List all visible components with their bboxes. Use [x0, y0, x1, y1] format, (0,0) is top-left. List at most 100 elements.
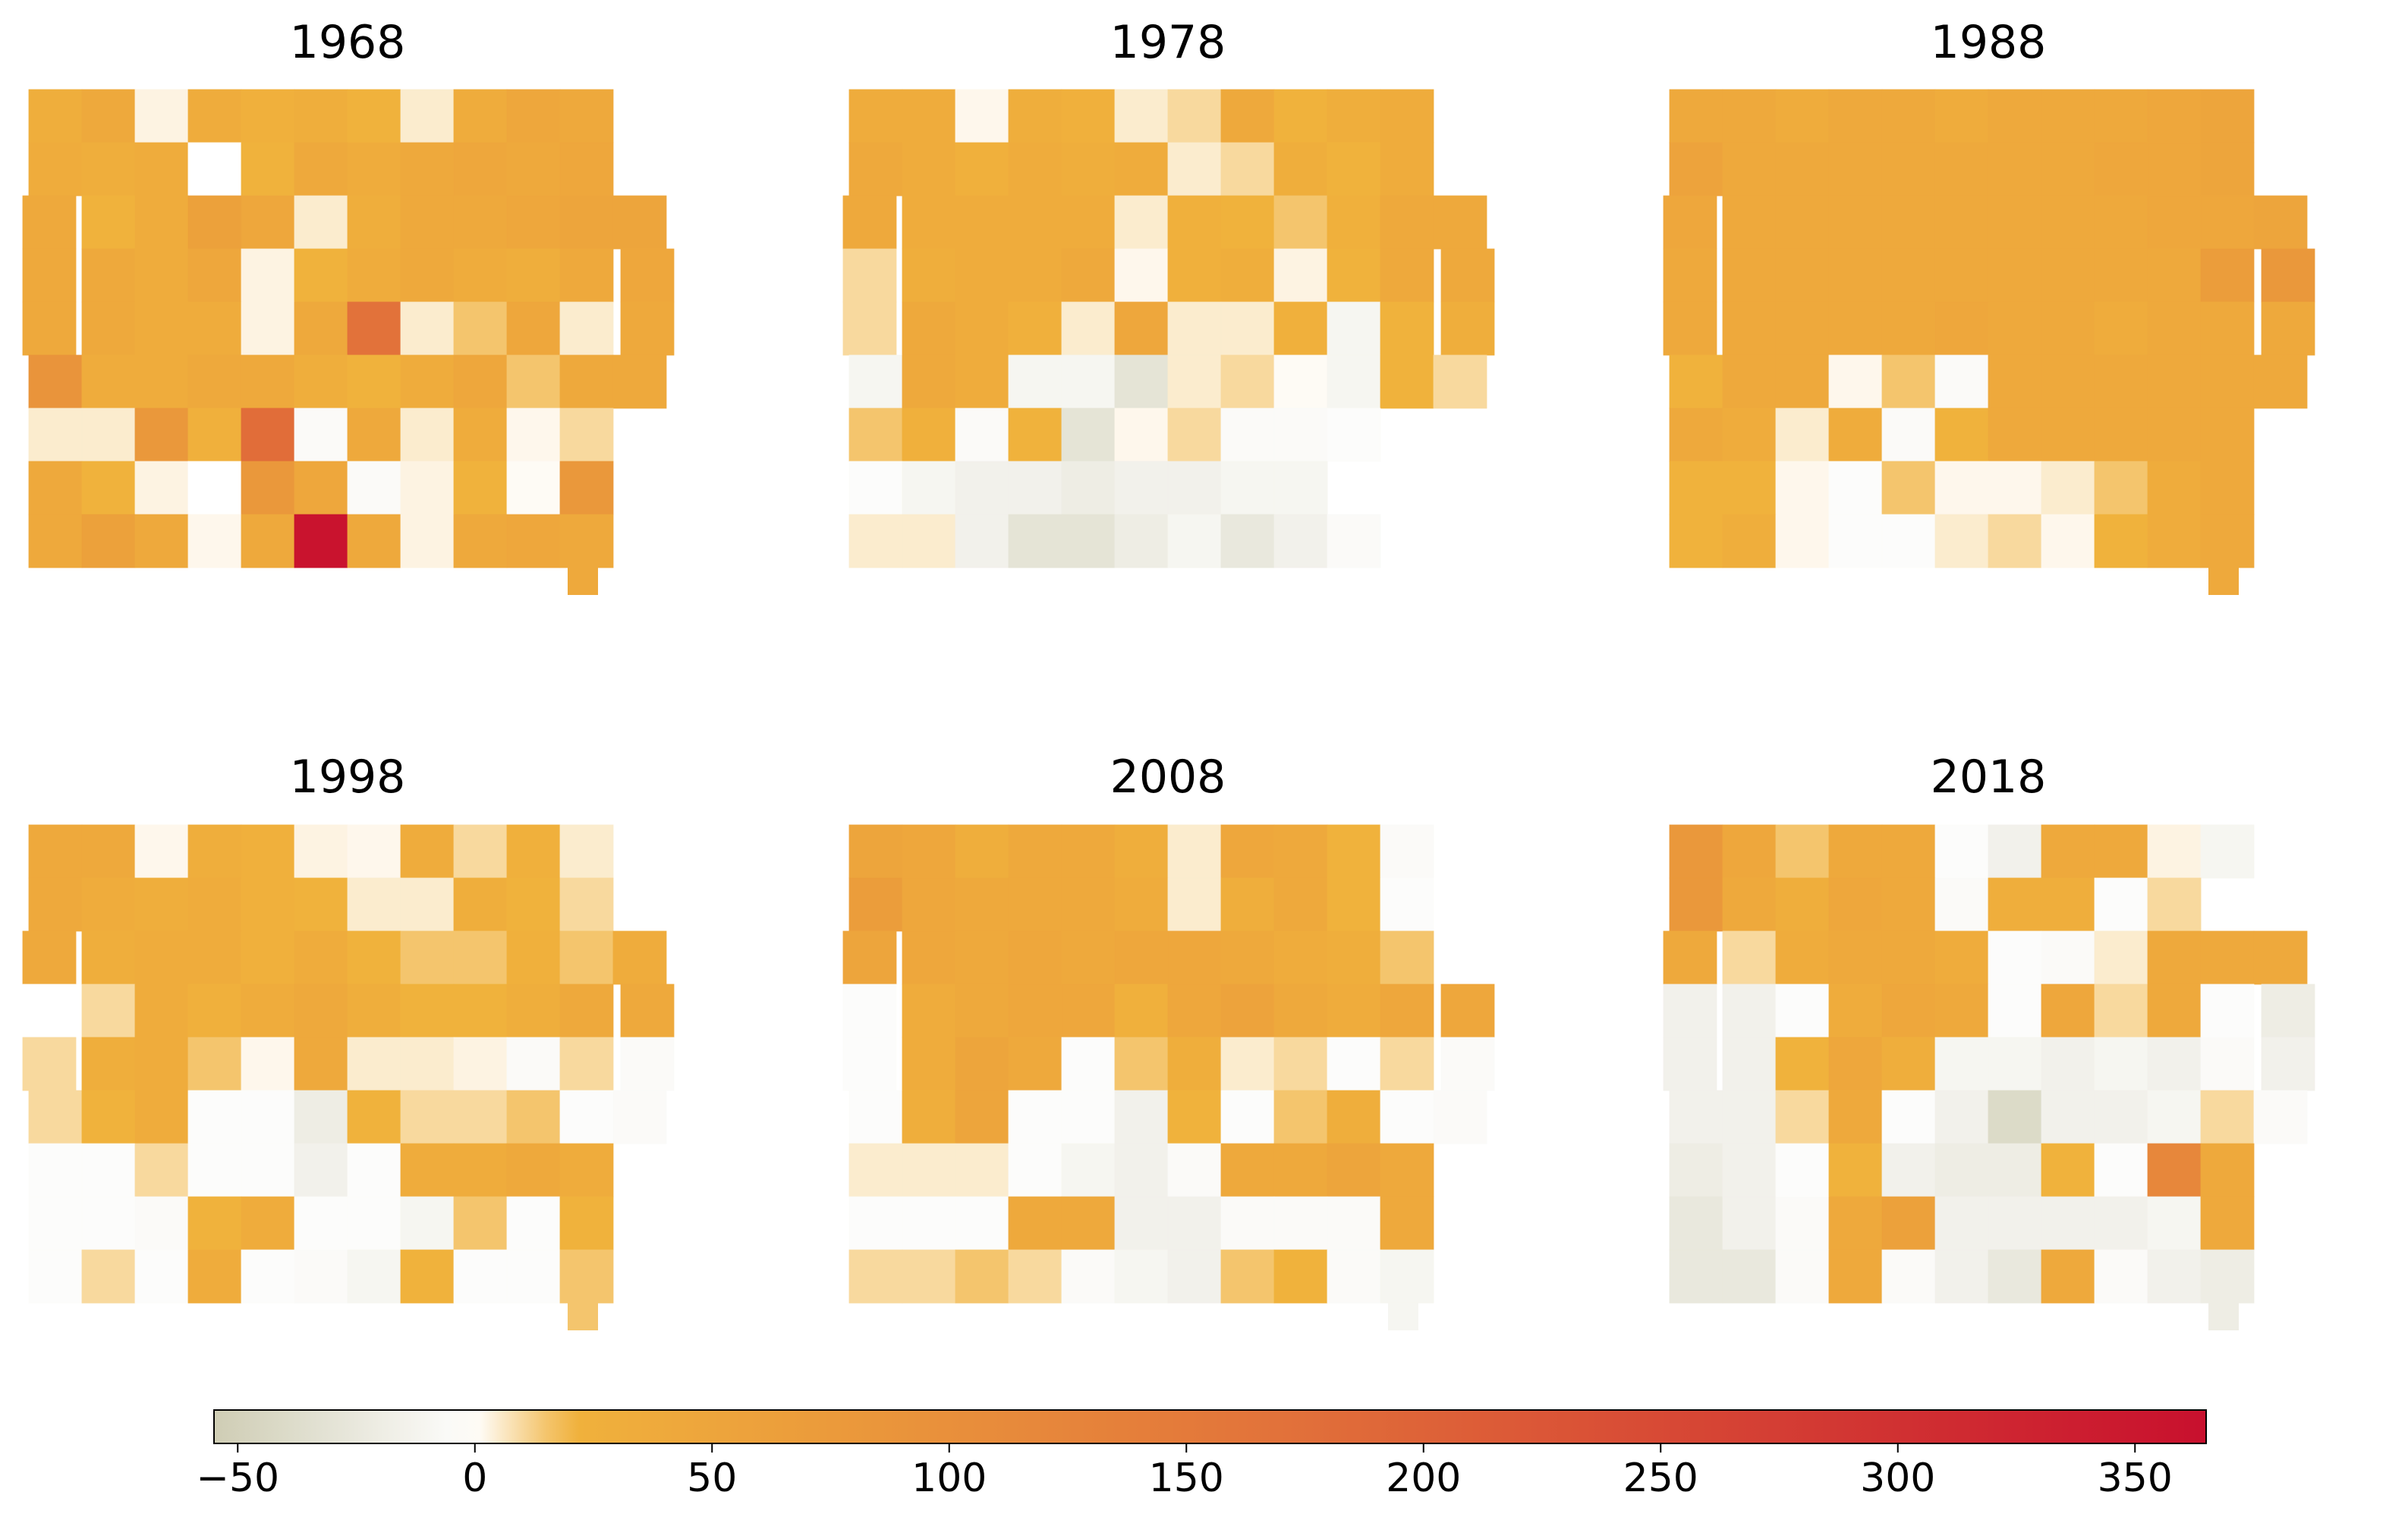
- county-cell: [187, 354, 242, 409]
- county-cell: [453, 1037, 508, 1091]
- county-cell: [1114, 514, 1169, 568]
- county-cell: [1828, 824, 1883, 879]
- county-cell: [28, 824, 83, 879]
- county-cell: [294, 301, 348, 356]
- county-cell: [347, 408, 401, 462]
- county-cell: [1008, 461, 1062, 515]
- county-cell: [1380, 301, 1434, 356]
- county-cell: [81, 142, 136, 197]
- county-cell: [1008, 1143, 1062, 1198]
- county-cell: [2094, 354, 2148, 409]
- county-cell: [400, 984, 455, 1038]
- county-cell: [2200, 354, 2255, 409]
- panel-title: 2008: [1110, 751, 1226, 804]
- county-cell: [2200, 461, 2255, 515]
- county-cell: [134, 461, 189, 515]
- county-cell: [902, 1037, 956, 1091]
- county-cell: [400, 1143, 455, 1198]
- county-cell: [1114, 408, 1169, 462]
- county-cell: [1669, 824, 1723, 879]
- county-cell: [2094, 461, 2148, 515]
- county-cell: [506, 1090, 561, 1144]
- county-cell: [2208, 1303, 2239, 1330]
- county-cell: [81, 195, 136, 250]
- county-cell: [2094, 1196, 2148, 1251]
- county-cell: [1881, 877, 1936, 932]
- county-cell: [1433, 195, 1487, 250]
- county-cell: [506, 930, 561, 985]
- county-cell: [1775, 930, 1830, 985]
- county-cell: [1881, 1143, 1936, 1198]
- panel-title: 1968: [289, 16, 406, 69]
- county-cell: [1167, 1143, 1222, 1198]
- county-cell: [1722, 1037, 1777, 1091]
- county-cell: [453, 1249, 508, 1304]
- county-cell: [2094, 984, 2148, 1038]
- county-cell: [134, 1143, 189, 1198]
- county-cell: [506, 877, 561, 932]
- county-cell: [294, 354, 348, 409]
- county-cell: [1273, 514, 1328, 568]
- county-cell: [1775, 877, 1830, 932]
- county-cell: [902, 984, 956, 1038]
- county-cell: [1669, 877, 1723, 932]
- county-cell: [1669, 514, 1723, 568]
- county-cell: [28, 142, 83, 197]
- county-cell: [453, 514, 508, 568]
- county-cell: [81, 514, 136, 568]
- county-cell: [1167, 1090, 1222, 1144]
- county-cell: [2147, 248, 2202, 303]
- county-cell: [400, 248, 455, 303]
- county-cell: [955, 1037, 1009, 1091]
- county-cell: [1008, 248, 1062, 303]
- county-cell: [1220, 354, 1275, 409]
- county-cell: [1380, 195, 1434, 250]
- county-cell: [1881, 984, 1936, 1038]
- county-cell: [1273, 408, 1328, 462]
- county-cell: [848, 408, 903, 462]
- county-cell: [902, 461, 956, 515]
- county-cell: [1167, 89, 1222, 143]
- county-cell: [1167, 877, 1222, 932]
- county-cell: [902, 514, 956, 568]
- county-cell: [1433, 1090, 1487, 1144]
- county-cell: [1775, 142, 1830, 197]
- county-cell: [294, 408, 348, 462]
- county-cell: [2094, 514, 2148, 568]
- county-cell: [1828, 1090, 1883, 1144]
- county-cell: [1775, 408, 1830, 462]
- county-cell: [28, 877, 83, 932]
- county-cell: [1061, 301, 1116, 356]
- county-cell: [1008, 408, 1062, 462]
- county-cell: [2041, 877, 2095, 932]
- county-cell: [1220, 248, 1275, 303]
- county-cell: [1167, 248, 1222, 303]
- county-cell: [347, 354, 401, 409]
- county-cell: [559, 514, 614, 568]
- county-cell: [294, 824, 348, 879]
- county-cell: [1273, 301, 1328, 356]
- county-cell: [2253, 930, 2308, 985]
- county-cell: [848, 89, 903, 143]
- county-cell: [294, 930, 348, 985]
- county-cell: [294, 1143, 348, 1198]
- county-cell: [347, 248, 401, 303]
- county-cell: [1722, 461, 1777, 515]
- county-cell: [347, 877, 401, 932]
- county-cell: [1008, 514, 1062, 568]
- county-cell: [241, 301, 295, 356]
- county-cell: [1114, 984, 1169, 1038]
- county-cell: [187, 984, 242, 1038]
- county-cell: [842, 195, 897, 250]
- county-cell: [1273, 248, 1328, 303]
- county-cell: [81, 408, 136, 462]
- county-cell: [506, 984, 561, 1038]
- county-cell: [81, 301, 136, 356]
- county-cell: [1934, 824, 1989, 879]
- county-cell: [2147, 89, 2202, 143]
- county-cell: [955, 1143, 1009, 1198]
- county-cell: [1988, 930, 2042, 985]
- county-cell: [506, 301, 561, 356]
- county-cell: [22, 301, 77, 356]
